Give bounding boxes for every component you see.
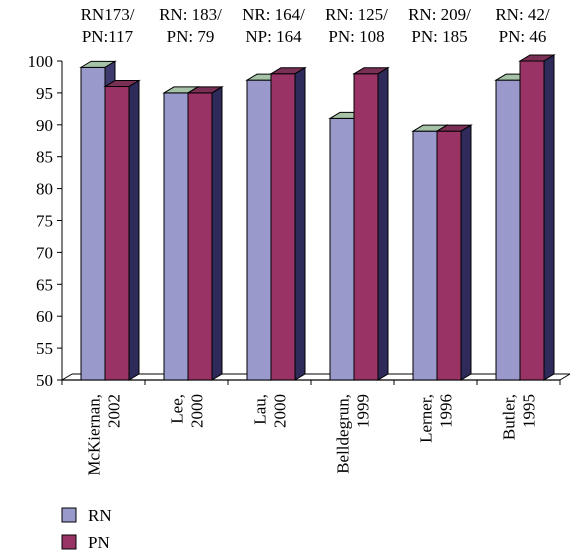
floor-right-edge bbox=[559, 373, 571, 381]
study-size-line: RN: 209/ bbox=[408, 5, 471, 24]
bars bbox=[79, 54, 556, 381]
study-size-line: RN173/ bbox=[81, 5, 135, 24]
category-label-line: 1995 bbox=[520, 394, 539, 428]
category-label-line: Lee, bbox=[168, 394, 187, 424]
bar-pn bbox=[352, 66, 390, 381]
x-axis-labels: McKiernan,2002 Lee,2000 Lau,2000 Belldegrun… bbox=[85, 394, 539, 476]
bar-side bbox=[211, 86, 223, 381]
bar-front bbox=[270, 73, 296, 381]
category-label: Butler,1995 bbox=[500, 394, 539, 440]
category-label: Lee,2000 bbox=[168, 394, 207, 428]
bar-front bbox=[353, 73, 379, 381]
study-size-line: PN: 108 bbox=[328, 27, 384, 46]
category-label-line: Lau, bbox=[251, 394, 270, 425]
study-size-line: NP: 164 bbox=[245, 27, 302, 46]
study-size-line: PN: 46 bbox=[499, 27, 547, 46]
bar-front bbox=[495, 79, 521, 381]
study-size-label: RN: 42/PN: 46 bbox=[495, 5, 550, 46]
category-label-line: McKiernan, bbox=[85, 394, 104, 476]
bar-front bbox=[412, 130, 438, 381]
bar-pn bbox=[435, 124, 473, 381]
study-size-label: RN173/PN:117 bbox=[81, 5, 135, 46]
y-tick-label: 95 bbox=[36, 84, 53, 103]
y-tick-label: 65 bbox=[36, 275, 53, 294]
y-tick-label: 50 bbox=[36, 371, 53, 390]
bar-front bbox=[187, 92, 213, 381]
category-label-line: 2002 bbox=[105, 394, 124, 428]
category-label: Lau,2000 bbox=[251, 394, 290, 428]
bar-front bbox=[246, 79, 272, 381]
legend-label: RN bbox=[88, 506, 112, 525]
y-tick-label: 70 bbox=[36, 243, 53, 262]
legend: RN PN bbox=[61, 506, 112, 552]
study-size-line: PN:117 bbox=[82, 27, 134, 46]
study-size-line: PN: 79 bbox=[167, 27, 215, 46]
bar-pn bbox=[103, 79, 141, 381]
bar-pn bbox=[518, 54, 556, 381]
bar-pn bbox=[269, 66, 307, 381]
bar-front bbox=[80, 66, 106, 381]
category-label-line: Butler, bbox=[500, 394, 519, 440]
legend-item-rn: RN bbox=[61, 506, 112, 525]
study-size-line: RN: 42/ bbox=[495, 5, 550, 24]
category-label-line: 1999 bbox=[354, 394, 373, 428]
study-size-line: PN: 185 bbox=[411, 27, 467, 46]
bar-side bbox=[460, 124, 472, 381]
legend-item-pn: PN bbox=[61, 533, 110, 552]
category-label: Lerner,1996 bbox=[417, 394, 456, 443]
bar-front bbox=[329, 117, 355, 381]
bar-front bbox=[436, 130, 462, 381]
study-size-label: RN: 125/PN: 108 bbox=[325, 5, 388, 46]
category-label-line: 2000 bbox=[271, 394, 290, 428]
study-size-label: RN: 209/PN: 185 bbox=[408, 5, 471, 46]
legend-swatch bbox=[61, 507, 77, 523]
category-label: McKiernan,2002 bbox=[85, 394, 124, 476]
study-size-label: RN: 183/PN: 79 bbox=[159, 5, 222, 46]
category-label-line: Lerner, bbox=[417, 394, 436, 443]
floor-edge bbox=[61, 373, 73, 381]
bar-front bbox=[519, 60, 545, 381]
bar-pn bbox=[186, 86, 224, 381]
y-tick-label: 55 bbox=[36, 339, 53, 358]
y-tick-label: 80 bbox=[36, 180, 53, 199]
study-size-label: NR: 164/NP: 164 bbox=[242, 5, 305, 46]
category-label-line: Belldegrun, bbox=[334, 394, 353, 474]
category-label-line: 1996 bbox=[437, 394, 456, 428]
y-tick-label: 90 bbox=[36, 116, 53, 135]
legend-label: PN bbox=[88, 533, 110, 552]
y-tick-label: 75 bbox=[36, 212, 53, 231]
legend-swatch bbox=[61, 534, 77, 550]
bar-side bbox=[377, 66, 389, 381]
bar-side bbox=[294, 66, 306, 381]
bar-front bbox=[163, 92, 189, 381]
bar-front bbox=[104, 86, 130, 381]
bar-side bbox=[543, 54, 555, 381]
bar-side bbox=[128, 79, 140, 381]
top-labels: RN173/PN:117 RN: 183/PN: 79 NR: 164/NP: 16… bbox=[81, 5, 550, 46]
y-tick-label: 85 bbox=[36, 148, 53, 167]
study-size-line: NR: 164/ bbox=[242, 5, 305, 24]
y-axis: 50 55 60 65 70 75 80 85 90 95 100 bbox=[28, 52, 62, 390]
y-tick-label: 100 bbox=[28, 52, 54, 71]
category-label: Belldegrun,1999 bbox=[334, 394, 373, 474]
y-tick-label: 60 bbox=[36, 307, 53, 326]
study-size-line: RN: 183/ bbox=[159, 5, 222, 24]
study-size-line: RN: 125/ bbox=[325, 5, 388, 24]
category-label-line: 2000 bbox=[188, 394, 207, 428]
